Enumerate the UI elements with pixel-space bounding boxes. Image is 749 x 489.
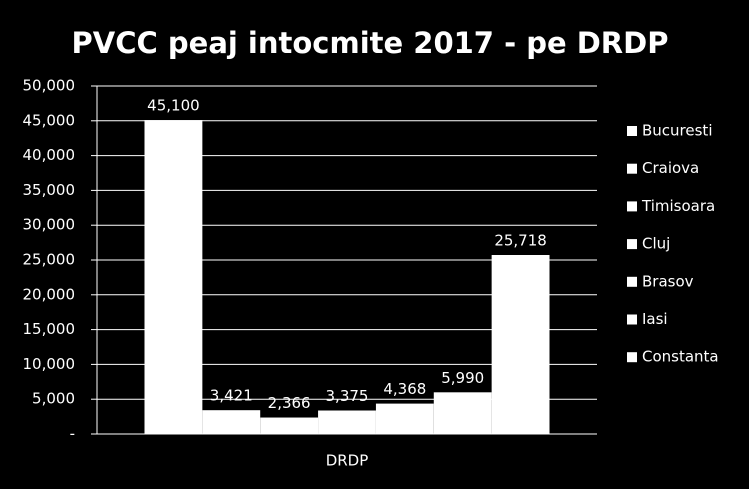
x-tick-label: DRDP	[326, 452, 369, 470]
bar	[260, 417, 319, 434]
legend-swatch	[627, 126, 637, 136]
legend-label: Bucuresti	[642, 122, 712, 140]
bar	[202, 410, 261, 434]
y-tick-label: 35,000	[23, 181, 76, 199]
legend-label: Constanta	[642, 348, 719, 366]
data-label: 5,990	[441, 369, 484, 387]
bar	[491, 255, 550, 434]
bar	[318, 410, 376, 434]
y-tick-label: 15,000	[23, 320, 76, 338]
data-label: 25,718	[494, 232, 547, 250]
y-tick-label: 10,000	[23, 355, 76, 373]
bar	[433, 392, 492, 434]
legend-label: Iasi	[642, 310, 668, 328]
legend-swatch	[627, 352, 637, 363]
y-tick-label: -	[70, 425, 75, 443]
y-tick-label: 20,000	[23, 285, 76, 303]
legend-swatch	[627, 276, 637, 287]
y-tick-label: 30,000	[23, 216, 76, 234]
legend-label: Brasov	[642, 272, 694, 290]
y-tick-label: 50,000	[23, 77, 76, 95]
data-label: 4,368	[383, 380, 426, 398]
legend-label: Cluj	[642, 235, 670, 253]
legend-label: Craiova	[642, 159, 699, 177]
bar	[375, 403, 434, 434]
data-label: 2,366	[268, 394, 311, 412]
legend-label: Timisoara	[641, 197, 715, 215]
legend-swatch	[627, 314, 637, 325]
chart-title: PVCC peaj intocmite 2017 - pe DRDP	[72, 26, 669, 60]
bar	[144, 120, 203, 434]
legend-swatch	[627, 239, 637, 250]
legend-swatch	[627, 163, 637, 174]
y-tick-label: 40,000	[23, 146, 76, 164]
data-label: 3,421	[210, 387, 253, 405]
legend-swatch	[627, 201, 637, 212]
y-tick-label: 5,000	[32, 390, 75, 408]
y-tick-label: 25,000	[23, 251, 76, 269]
data-label: 45,100	[147, 97, 200, 115]
data-label: 3,375	[326, 387, 369, 405]
y-tick-label: 45,000	[23, 111, 76, 129]
